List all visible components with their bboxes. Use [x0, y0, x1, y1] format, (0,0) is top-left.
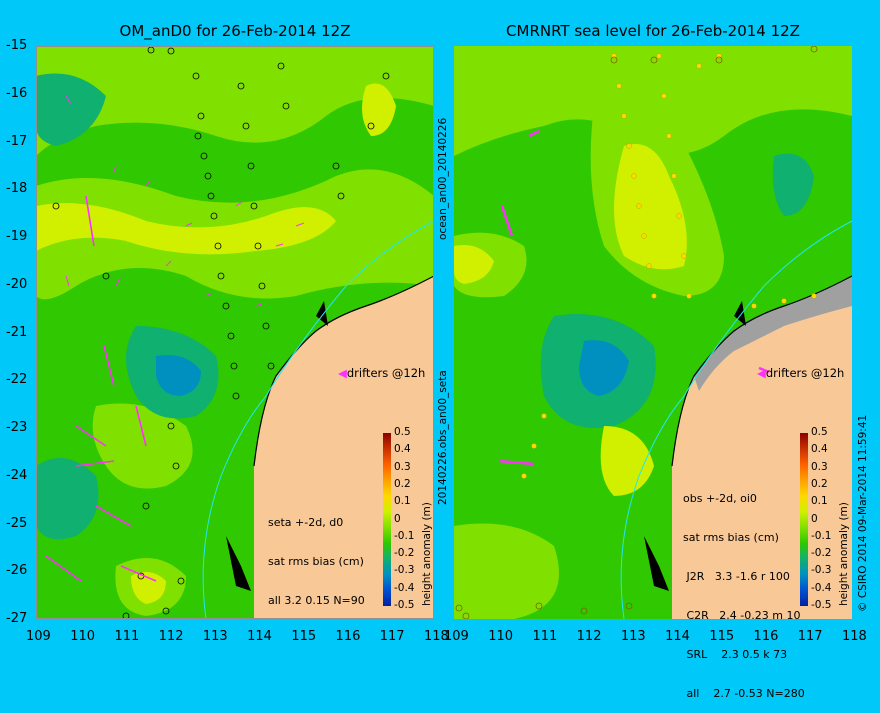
x-tick-label: 109 — [444, 629, 469, 644]
x-tick-label: 118 — [842, 629, 867, 644]
left-drifter-legend: ◀drifters @12h — [338, 366, 425, 380]
left-stats-box: seta +-2d, d0 sat rms bias (cm) all 3.2 … — [268, 490, 365, 620]
center-top-label: ocean_an00_20140226 — [437, 117, 449, 240]
x-tick-label: 112 — [158, 629, 184, 644]
drifter-arrow-icon: ◀ — [757, 366, 766, 380]
colorbar-tick-label: -0.5 — [811, 599, 832, 611]
colorbar-tick-label: -0.5 — [394, 599, 415, 611]
drifter-arrow-icon: ◀ — [338, 366, 347, 380]
colorbar-tick-label: 0.2 — [394, 477, 411, 490]
y-tick-label: -20 — [6, 276, 28, 292]
colorbar-tick-label: 0.1 — [394, 495, 411, 508]
credit-label: © CSIRO 2014 09-Mar-2014 11:59:41 — [857, 414, 869, 612]
left-colorbar-label: height anomaly (m) — [421, 502, 433, 606]
y-tick-label: -26 — [6, 563, 28, 579]
x-tick-label: 117 — [379, 629, 405, 644]
right-stats-line: C2R 2.4 -0.23 m 10 — [683, 609, 801, 622]
x-tick-label: 112 — [576, 629, 602, 644]
y-tick-label: -16 — [6, 85, 28, 101]
colorbar-tick-label: 0.3 — [811, 460, 828, 473]
colorbar-tick-label: 0 — [811, 512, 818, 525]
colorbar-tick-label: 0.5 — [811, 426, 828, 438]
x-tick-label: 114 — [665, 629, 690, 644]
left-panel-title: OM_anD0 for 26-Feb-2014 12Z — [119, 22, 351, 40]
y-tick-label: -17 — [6, 133, 28, 149]
x-tick-label: 109 — [26, 629, 51, 644]
x-tick-label: 115 — [709, 629, 735, 644]
left-stats-line: all 3.2 0.15 N=90 — [268, 594, 365, 607]
colorbar-tick-label: -0.3 — [394, 564, 415, 577]
y-tick-label: -22 — [6, 372, 28, 388]
y-tick-label: -24 — [6, 467, 28, 483]
colorbar-tick-label: -0.1 — [811, 529, 832, 542]
x-tick-label: 118 — [424, 629, 449, 644]
x-tick-label: 113 — [620, 629, 646, 644]
center-bottom-label: 20140226.obs_an00_seta — [437, 370, 449, 505]
colorbar-tick-label: 0.2 — [811, 477, 828, 490]
y-tick-label: -25 — [6, 515, 28, 531]
colorbar-tick-label: 0.4 — [811, 443, 828, 456]
right-colorbar-label: height anomaly (m) — [838, 502, 850, 606]
right-colorbar — [800, 433, 808, 606]
y-tick-label: -21 — [6, 324, 28, 340]
x-tick-label: 111 — [532, 629, 558, 644]
x-tick-label: 111 — [114, 629, 140, 644]
right-drifter-label: drifters @12h — [765, 366, 845, 380]
left-drifter-label: drifters @12h — [346, 366, 426, 380]
right-stats-line: all 2.7 -0.53 N=280 — [683, 687, 805, 700]
colorbar-tick-label: 0 — [394, 512, 401, 525]
x-tick-label: 115 — [291, 629, 317, 644]
right-map-panel — [454, 46, 852, 619]
left-colorbar — [383, 433, 391, 606]
colorbar-tick-label: 0.4 — [394, 443, 411, 456]
left-stats-line: seta +-2d, d0 — [268, 516, 344, 529]
right-panel-title: CMRNRT sea level for 26-Feb-2014 12Z — [506, 22, 800, 40]
colorbar-tick-label: -0.2 — [811, 547, 832, 560]
x-tick-label: 113 — [202, 629, 228, 644]
x-tick-label: 116 — [335, 629, 361, 644]
colorbar-tick-label: -0.4 — [394, 581, 415, 594]
colorbar-tick-label: -0.4 — [811, 581, 832, 594]
colorbar-tick-label: 0.1 — [811, 495, 828, 508]
left-map-panel — [36, 46, 434, 619]
colorbar-tick-label: 0.5 — [394, 426, 411, 438]
left-stats-line: sat rms bias (cm) — [268, 555, 364, 568]
left-map-svg — [36, 46, 434, 619]
colorbar-tick-label: -0.3 — [811, 564, 832, 577]
right-stats-line: sat rms bias (cm) — [683, 531, 779, 544]
x-tick-label: 114 — [247, 629, 272, 644]
right-stats-line: J2R 3.3 -1.6 r 100 — [683, 570, 790, 583]
right-stats-line: obs +-2d, oi0 — [683, 492, 757, 505]
x-tick-label: 110 — [488, 629, 514, 644]
y-tick-label: -23 — [6, 420, 28, 435]
right-stats-line: SRL 2.3 0.5 k 73 — [683, 648, 788, 661]
x-tick-label: 116 — [753, 629, 779, 644]
colorbar-tick-label: 0.3 — [394, 460, 411, 473]
y-tick-label: -15 — [6, 38, 28, 53]
x-tick-label: 110 — [70, 629, 96, 644]
right-stats-box: obs +-2d, oi0 sat rms bias (cm) J2R 3.3 … — [683, 466, 805, 713]
y-tick-label: -18 — [6, 181, 28, 197]
right-map-svg — [454, 46, 852, 619]
colorbar-tick-label: -0.1 — [394, 529, 415, 542]
y-tick-label: -19 — [6, 229, 28, 244]
y-tick-label: -27 — [6, 611, 28, 626]
colorbar-tick-label: -0.2 — [394, 547, 415, 560]
x-tick-label: 117 — [797, 629, 823, 644]
right-drifter-legend: ◀drifters @12h — [757, 366, 844, 380]
